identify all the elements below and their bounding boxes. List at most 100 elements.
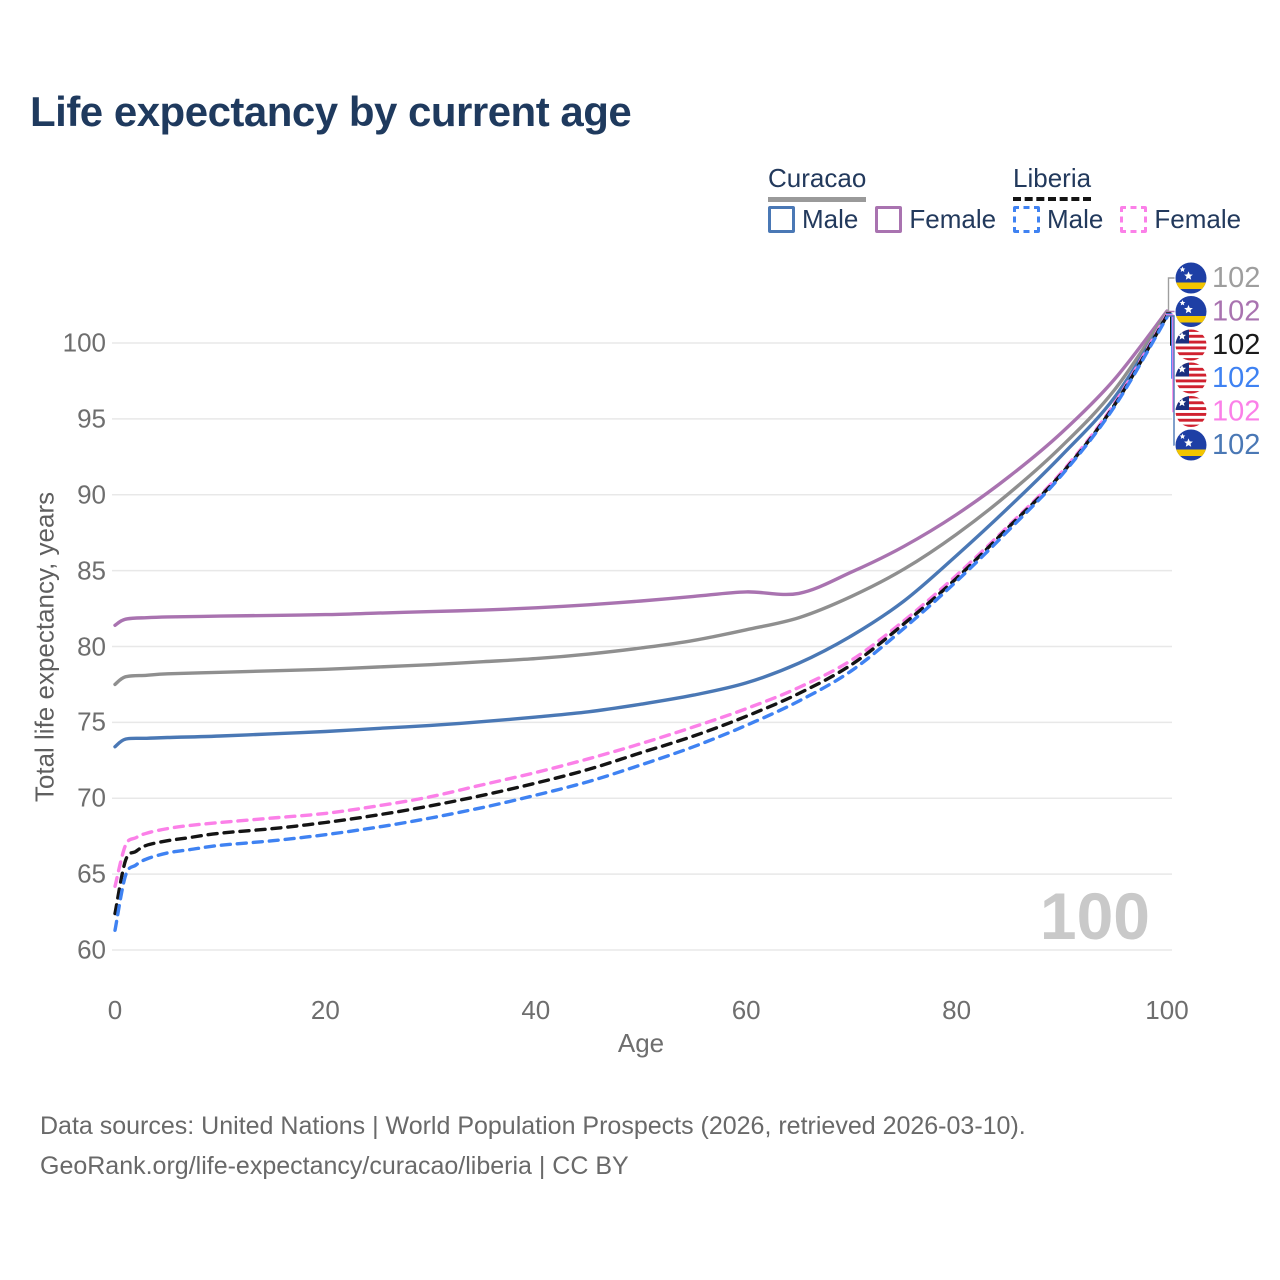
x-tick-label-40: 40 xyxy=(521,995,551,1025)
end-label-value: 102 xyxy=(1212,396,1260,428)
legend-swatch-liberia-male-icon xyxy=(1013,206,1040,233)
flag-art xyxy=(1175,362,1207,394)
flag-stripe xyxy=(1175,316,1207,323)
flag-liberia-icon xyxy=(1175,362,1207,394)
legend-group-liberia: Liberia xyxy=(1013,163,1092,201)
flag-stripe xyxy=(1175,340,1207,344)
legend-row-liberia: Male Female xyxy=(1013,204,1258,235)
end-label-leader-0 xyxy=(1166,277,1175,312)
end-label-value: 102 xyxy=(1212,362,1260,394)
flag-field xyxy=(1175,429,1207,461)
legend-item-liberia-male[interactable]: Male xyxy=(1013,204,1103,235)
flag-stripe xyxy=(1175,373,1207,377)
flag-stripe xyxy=(1175,349,1207,353)
series-line-liberia-both[interactable] xyxy=(113,314,1169,916)
legend-country-liberia: Liberia xyxy=(1013,163,1092,201)
flag-stripe xyxy=(1175,334,1207,339)
y-tick-label-85: 85 xyxy=(77,555,106,586)
x-tick-label-60: 60 xyxy=(731,995,761,1025)
flag-stripe xyxy=(1175,343,1207,347)
flag-stripe xyxy=(1175,396,1207,399)
flag-stripe xyxy=(1175,282,1207,289)
flag-stripe xyxy=(1175,346,1207,350)
end-label-value: 102 xyxy=(1212,429,1260,461)
y-tick-label-70: 70 xyxy=(77,782,106,813)
legend-item-liberia-female[interactable]: Female xyxy=(1120,204,1241,235)
flag-star xyxy=(1178,332,1186,340)
flag-stripe xyxy=(1175,329,1207,333)
legend-item-curacao-male[interactable]: Male xyxy=(768,204,858,235)
flag-art xyxy=(1175,429,1207,461)
y-tick-label-75: 75 xyxy=(77,706,106,737)
flag-star-small xyxy=(1179,266,1186,272)
y-tick-label-90: 90 xyxy=(77,479,106,510)
flag-stripe xyxy=(1175,415,1207,420)
legend-group-curacao: Curacao xyxy=(768,163,867,202)
x-axis-title: Age xyxy=(617,1028,665,1058)
flag-stripe xyxy=(1175,398,1207,402)
flag-stripe xyxy=(1175,407,1207,411)
y-tick-label-60: 60 xyxy=(77,934,106,965)
legend-label-liberia-male: Male xyxy=(1047,204,1104,234)
series-line-curacao-both[interactable] xyxy=(113,310,1169,687)
flag-star xyxy=(1178,398,1186,407)
legend-swatch-curacao-female-icon xyxy=(875,206,903,233)
flag-star-small xyxy=(1179,433,1186,439)
flag-stripe xyxy=(1175,370,1207,374)
flag-stripe xyxy=(1175,421,1207,425)
footer: Data sources: United Nations | World Pop… xyxy=(40,1106,1026,1186)
y-tick-label-95: 95 xyxy=(77,403,106,434)
flag-stripe xyxy=(1175,424,1207,427)
age-watermark: 100 xyxy=(1039,879,1150,953)
flag-stripe xyxy=(1175,382,1207,386)
flag-liberia-icon xyxy=(1175,329,1207,361)
flag-stripe xyxy=(1175,337,1207,341)
flag-stripe xyxy=(1175,385,1207,389)
flag-stripe xyxy=(1175,352,1207,356)
page-title: Life expectancy by current age xyxy=(30,88,632,135)
end-label-value: 102 xyxy=(1212,329,1260,361)
flag-stripe xyxy=(1175,418,1207,422)
end-label-value: 102 xyxy=(1212,262,1260,294)
legend-label-curacao-female: Female xyxy=(909,204,997,234)
flag-stripe xyxy=(1175,367,1207,372)
series-line-liberia-female[interactable] xyxy=(113,312,1169,888)
flag-stripe xyxy=(1175,404,1207,408)
flag-star-large xyxy=(1184,271,1193,280)
flag-curacao-icon xyxy=(1175,262,1207,294)
flag-field xyxy=(1175,262,1207,294)
legend-row-curacao: Male Female xyxy=(768,204,1013,235)
flag-curacao-icon xyxy=(1175,429,1207,461)
flag-stripe xyxy=(1175,449,1207,456)
legend-label-liberia-female: Female xyxy=(1154,204,1242,234)
y-tick-label-65: 65 xyxy=(77,858,106,889)
series-line-curacao-male[interactable] xyxy=(113,314,1169,749)
series-line-liberia-male[interactable] xyxy=(113,315,1169,932)
flag-art xyxy=(1175,396,1207,427)
end-label-value: 102 xyxy=(1212,296,1260,328)
flag-art xyxy=(1175,296,1207,327)
x-tick-label-100: 100 xyxy=(1145,995,1189,1025)
end-label-leader-1 xyxy=(1166,310,1175,313)
legend-country-curacao: Curacao xyxy=(768,163,867,202)
flag-curacao-icon xyxy=(1175,296,1207,327)
x-tick-label-80: 80 xyxy=(942,995,972,1025)
flag-stripe xyxy=(1175,410,1207,414)
footer-attribution-line: GeoRank.org/life-expectancy/curacao/libe… xyxy=(40,1152,629,1180)
flag-stripe xyxy=(1175,388,1207,392)
flag-liberia-icon xyxy=(1175,396,1207,427)
flag-stripe xyxy=(1175,401,1207,405)
flag-star-large xyxy=(1184,304,1193,314)
y-tick-label-80: 80 xyxy=(77,631,106,661)
flag-stripe xyxy=(1175,376,1207,380)
y-tick-label-100: 100 xyxy=(62,327,106,358)
series-line-curacao-female[interactable] xyxy=(113,309,1169,627)
footer-sources-line: Data sources: United Nations | World Pop… xyxy=(40,1112,1026,1140)
flag-stripe xyxy=(1175,358,1207,361)
legend-item-curacao-female[interactable]: Female xyxy=(875,204,996,235)
end-label-leader-5 xyxy=(1166,315,1175,446)
flag-star-large xyxy=(1184,438,1193,447)
flag-stripe xyxy=(1175,355,1207,359)
